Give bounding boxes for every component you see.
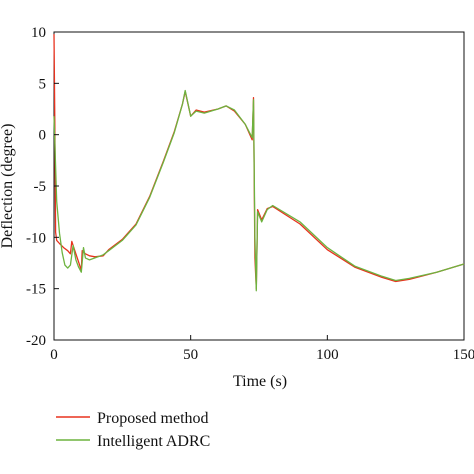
y-tick-label-0: 0 bbox=[39, 128, 47, 144]
y-tick-label--20: -20 bbox=[26, 333, 46, 349]
plot-area bbox=[53, 31, 465, 341]
plot-frame bbox=[53, 31, 465, 341]
y-axis-label: Deflection (degree) bbox=[0, 124, 16, 249]
y-tick-label--10: -10 bbox=[26, 230, 46, 246]
y-tick-label--5: -5 bbox=[34, 179, 47, 195]
series-line-intelligent-adrc bbox=[53, 89, 465, 292]
x-axis-label: Time (s) bbox=[233, 373, 287, 390]
x-tick-label-50: 50 bbox=[183, 347, 198, 363]
series-line-proposed-method bbox=[53, 34, 465, 290]
legend-label-intelligent-adrc: Intelligent ADRC bbox=[97, 433, 210, 450]
ticks-layer: 0 50 100 150 -20 -15 -10 -5 0 5 10 bbox=[26, 25, 474, 363]
y-tick-label-10: 10 bbox=[31, 25, 46, 41]
series-layer bbox=[53, 34, 465, 292]
legend-label-proposed-method: Proposed method bbox=[97, 410, 209, 427]
x-tick-label-100: 100 bbox=[316, 347, 339, 363]
x-tick-label-150: 150 bbox=[453, 347, 474, 363]
y-tick-label--15: -15 bbox=[26, 282, 46, 298]
y-tick-label-5: 5 bbox=[39, 76, 47, 92]
x-tick-label-0: 0 bbox=[50, 347, 58, 363]
legend: Proposed method Intelligent ADRC bbox=[56, 410, 210, 450]
